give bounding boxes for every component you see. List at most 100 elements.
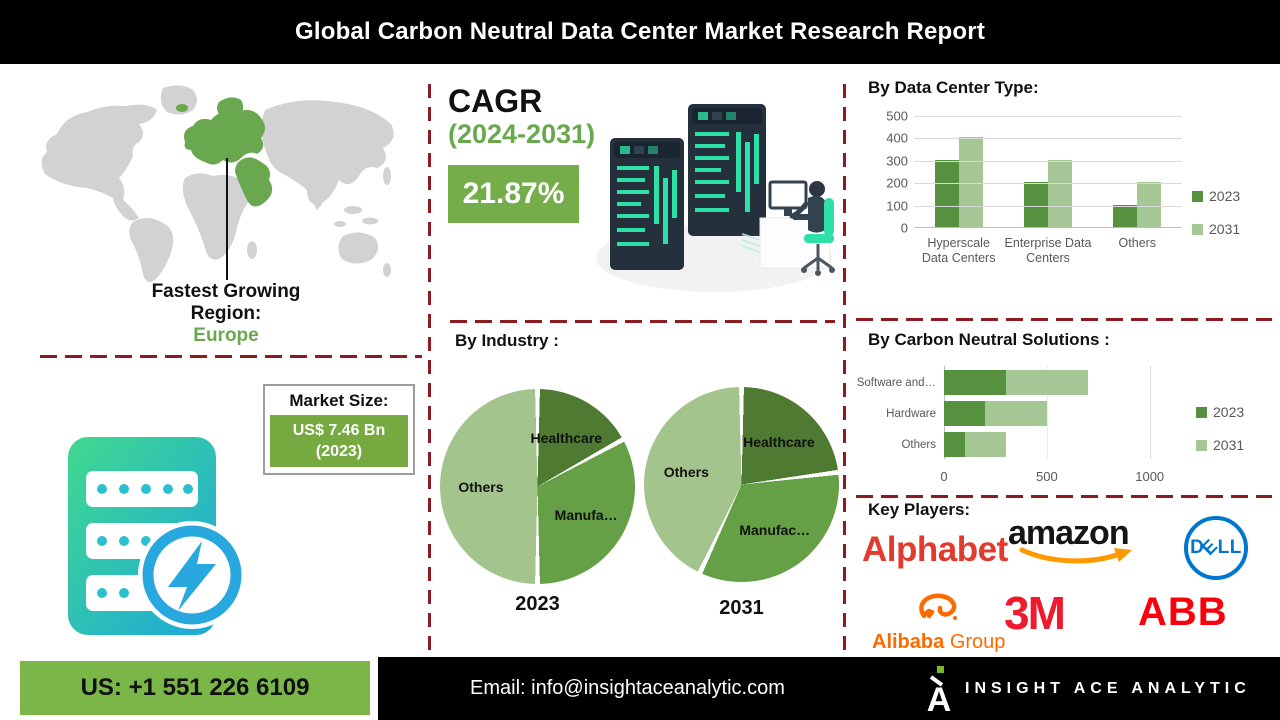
pie-slice-label-Healthcare: Healthcare xyxy=(530,429,603,446)
bar-2031 xyxy=(1137,182,1162,227)
cagr-block: CAGR (2024-2031) 21.87% xyxy=(448,84,633,223)
bar-segment-2023 xyxy=(944,401,986,426)
bar-2023 xyxy=(1023,182,1048,227)
gridline xyxy=(914,160,1182,162)
legend-item: 2031 xyxy=(1196,437,1244,453)
bar-segment-2023 xyxy=(944,432,965,457)
section-by-carbon-neutral-solutions: By Carbon Neutral Solutions : 2023 2031 S… xyxy=(856,330,1280,494)
bar-segment-2031 xyxy=(1005,370,1088,395)
page-title: Global Carbon Neutral Data Center Market… xyxy=(294,18,986,45)
dell-letter: L xyxy=(1229,537,1242,558)
dell-letter: L xyxy=(1217,537,1230,558)
market-size-year: (2023) xyxy=(315,443,363,460)
caption-line-2: Region: xyxy=(190,303,262,324)
alibaba-logo-icon xyxy=(919,593,957,620)
insightace-logo-icon: A xyxy=(927,665,951,714)
legend-item: 2023 xyxy=(1196,404,1244,420)
legend-item: 2023 xyxy=(1192,188,1240,204)
divider-vertical-right xyxy=(843,84,846,650)
x-axis-labels: Hyperscale Data Centers Enterprise Data C… xyxy=(914,236,1182,266)
bar-2031 xyxy=(1047,159,1072,227)
email-label: Email: xyxy=(470,677,526,699)
phone-number: US: +1 551 226 6109 xyxy=(80,674,310,701)
y-tick-label: 300 xyxy=(886,153,908,169)
pie-slice-label-Healthcare: Healthcare xyxy=(743,434,815,451)
cagr-heading: CAGR xyxy=(448,83,543,119)
gridline xyxy=(914,183,1182,185)
bar-group xyxy=(1023,159,1072,227)
category-label: Hardware xyxy=(886,407,936,420)
3m-logo: 3M xyxy=(1004,587,1066,639)
y-axis: 0 100 200 300 400 500 xyxy=(868,108,908,236)
bar-2031 xyxy=(958,137,983,227)
dell-letter: D xyxy=(1190,537,1205,558)
x-tick-label: 500 xyxy=(1035,469,1058,484)
bar-segment-2023 xyxy=(944,370,1006,395)
market-size-label: Market Size: xyxy=(289,391,389,410)
divider-right-column-1 xyxy=(856,318,1272,321)
gridline xyxy=(1046,366,1048,459)
legend-label: 2023 xyxy=(1213,404,1245,420)
divider-vertical-left xyxy=(428,84,431,650)
market-size-box: Market Size: US$ 7.46 Bn (2023) xyxy=(263,384,415,475)
legend-swatch-2031 xyxy=(1196,439,1207,451)
gridline xyxy=(914,116,1182,117)
pie-year-label-2031: 2031 xyxy=(719,597,764,619)
bar-chart-carbon-neutral-solutions: 2023 2031 Software and… Hardware Others 0 500… xyxy=(856,364,1280,494)
pie-slice-label-Others: Others xyxy=(663,464,709,481)
legend-swatch-2023 xyxy=(1192,190,1203,202)
amazon-logo-text: amazon xyxy=(1008,514,1130,552)
legend-label: 2023 xyxy=(1209,188,1241,204)
cagr-value-badge: 21.87% xyxy=(448,165,579,223)
lightning-bolt-icon xyxy=(168,541,216,611)
footer-bar: Email: info@insightaceanalytic.com A INS… xyxy=(378,657,1280,720)
legend: 2023 2031 xyxy=(1196,404,1244,470)
server-energy-icon xyxy=(68,437,246,635)
x-tick-label: 0 xyxy=(940,469,948,484)
y-tick-label: 0 xyxy=(900,220,908,236)
x-tick-label: 1000 xyxy=(1135,469,1165,484)
bar-segment-2031 xyxy=(964,432,1006,457)
legend-swatch-2031 xyxy=(1192,223,1203,235)
legend-item: 2031 xyxy=(1192,221,1240,237)
region-value: Europe xyxy=(193,325,259,346)
bar-2023 xyxy=(934,159,959,227)
caption-line-1: Fastest Growing xyxy=(151,281,301,302)
market-size-amount: US$ 7.46 Bn xyxy=(292,422,386,439)
pie-year-label-2023: 2023 xyxy=(515,593,560,615)
industry-title: By Industry : xyxy=(455,331,559,350)
fastest-growing-caption: Fastest Growing Region: Europe xyxy=(112,281,340,347)
bar-2023 xyxy=(1113,204,1138,227)
gridline xyxy=(914,138,1182,140)
legend: 2023 2031 xyxy=(1192,188,1240,254)
gridline xyxy=(914,205,1182,207)
email-text: Email: info@insightaceanalytic.com xyxy=(470,677,785,700)
y-tick-label: 500 xyxy=(886,108,908,124)
solutions-title: By Carbon Neutral Solutions : xyxy=(868,330,1110,349)
key-players-title: Key Players: xyxy=(868,500,971,519)
legend-label: 2031 xyxy=(1209,221,1241,237)
bar-segment-2031 xyxy=(985,401,1047,426)
pie-slice-label-Others: Others xyxy=(458,478,504,495)
divider-left-column xyxy=(40,355,422,358)
alphabet-logo: Alphabet xyxy=(862,530,1008,569)
map-pointer-line xyxy=(226,158,228,280)
legend-swatch-2023 xyxy=(1196,406,1207,418)
bar-group xyxy=(934,137,983,227)
bar-group xyxy=(1113,182,1162,227)
gridline xyxy=(1149,366,1151,459)
email-value: info@insightaceanalytic.com xyxy=(531,677,785,699)
brand-block: A INSIGHT ACE ANALYTIC xyxy=(925,657,1251,720)
x-tick-label: Others xyxy=(1118,236,1157,250)
section-by-data-center-type: By Data Center Type: 0 100 200 300 400 500 Hy… xyxy=(868,78,1280,302)
y-tick-label: 100 xyxy=(886,198,908,214)
divider-right-column-2 xyxy=(856,495,1272,498)
x-tick-label: Hyperscale Data Centers xyxy=(921,236,996,265)
pie-slice-label-Manufac…: Manufac… xyxy=(739,522,811,539)
title-banner: Global Carbon Neutral Data Center Market… xyxy=(0,0,1280,64)
pie-chart-2023: Healthcare Manufa… Others xyxy=(440,389,635,584)
pie-chart-2031: Healthcare Manufac… Others xyxy=(644,387,839,582)
